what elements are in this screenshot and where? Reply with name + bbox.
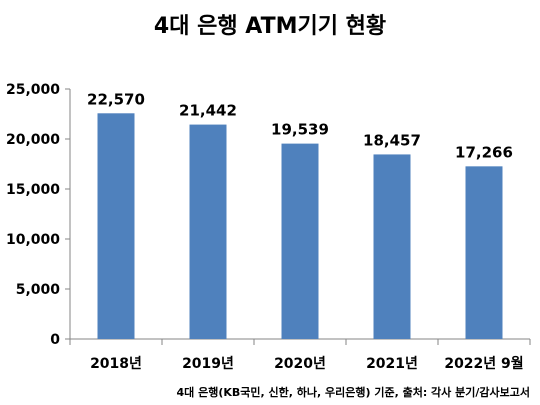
data-label: 22,570 bbox=[87, 90, 145, 108]
x-tick-label: 2022년 9월 bbox=[444, 355, 523, 372]
x-tick-label: 2018년 bbox=[90, 356, 142, 372]
data-label: 18,457 bbox=[363, 131, 421, 149]
bar bbox=[97, 113, 135, 339]
bar bbox=[189, 124, 227, 339]
y-tick-label: 10,000 bbox=[6, 232, 60, 248]
data-label: 19,539 bbox=[271, 121, 329, 139]
chart-title: 4대 은행 ATM기기 현황 bbox=[153, 14, 387, 39]
bars bbox=[97, 113, 503, 339]
y-tick-label: 0 bbox=[50, 332, 60, 348]
x-tick-label: 2021년 bbox=[366, 356, 418, 372]
bar bbox=[373, 154, 411, 339]
bar bbox=[281, 143, 319, 339]
bar bbox=[465, 166, 503, 339]
y-tick-label: 15,000 bbox=[6, 182, 60, 198]
y-tick-label: 20,000 bbox=[6, 132, 60, 148]
y-tick-label: 25,000 bbox=[6, 82, 60, 98]
data-label: 17,266 bbox=[455, 143, 513, 161]
x-tick-label: 2019년 bbox=[182, 356, 234, 372]
source-note: 4대 은행(KB국민, 신한, 하나, 우리은행) 기준, 출처: 각사 분기/… bbox=[176, 386, 530, 399]
x-tick-label: 2020년 bbox=[274, 356, 326, 372]
y-axis: 0 5,000 10,000 15,000 20,000 25,000 bbox=[6, 82, 71, 348]
data-label: 21,442 bbox=[179, 102, 237, 120]
x-axis: 2018년 2019년 2020년 2021년 2022년 9월 bbox=[69, 338, 531, 372]
value-labels: 22,570 21,442 19,539 18,457 17,266 bbox=[87, 90, 513, 161]
y-tick-label: 5,000 bbox=[16, 282, 61, 298]
